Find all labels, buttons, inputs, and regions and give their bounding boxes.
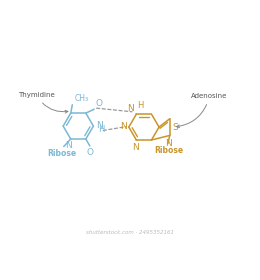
Text: CH₃: CH₃ <box>74 94 88 103</box>
Text: H: H <box>98 125 104 134</box>
Text: N: N <box>165 139 172 148</box>
Text: S: S <box>172 123 178 132</box>
Text: N: N <box>96 121 102 130</box>
Text: Ribose: Ribose <box>48 149 77 158</box>
Text: N: N <box>65 141 72 150</box>
Text: O: O <box>87 148 94 157</box>
Text: N: N <box>132 143 139 152</box>
Text: shutterstock.com · 2495352161: shutterstock.com · 2495352161 <box>86 230 174 235</box>
Text: H: H <box>137 101 144 110</box>
Text: Adenosine: Adenosine <box>177 93 228 128</box>
Text: Thymidine: Thymidine <box>18 92 68 113</box>
Text: O: O <box>96 99 103 108</box>
Text: Ribose: Ribose <box>154 146 183 155</box>
Text: N: N <box>127 104 134 113</box>
Text: N: N <box>120 122 126 131</box>
